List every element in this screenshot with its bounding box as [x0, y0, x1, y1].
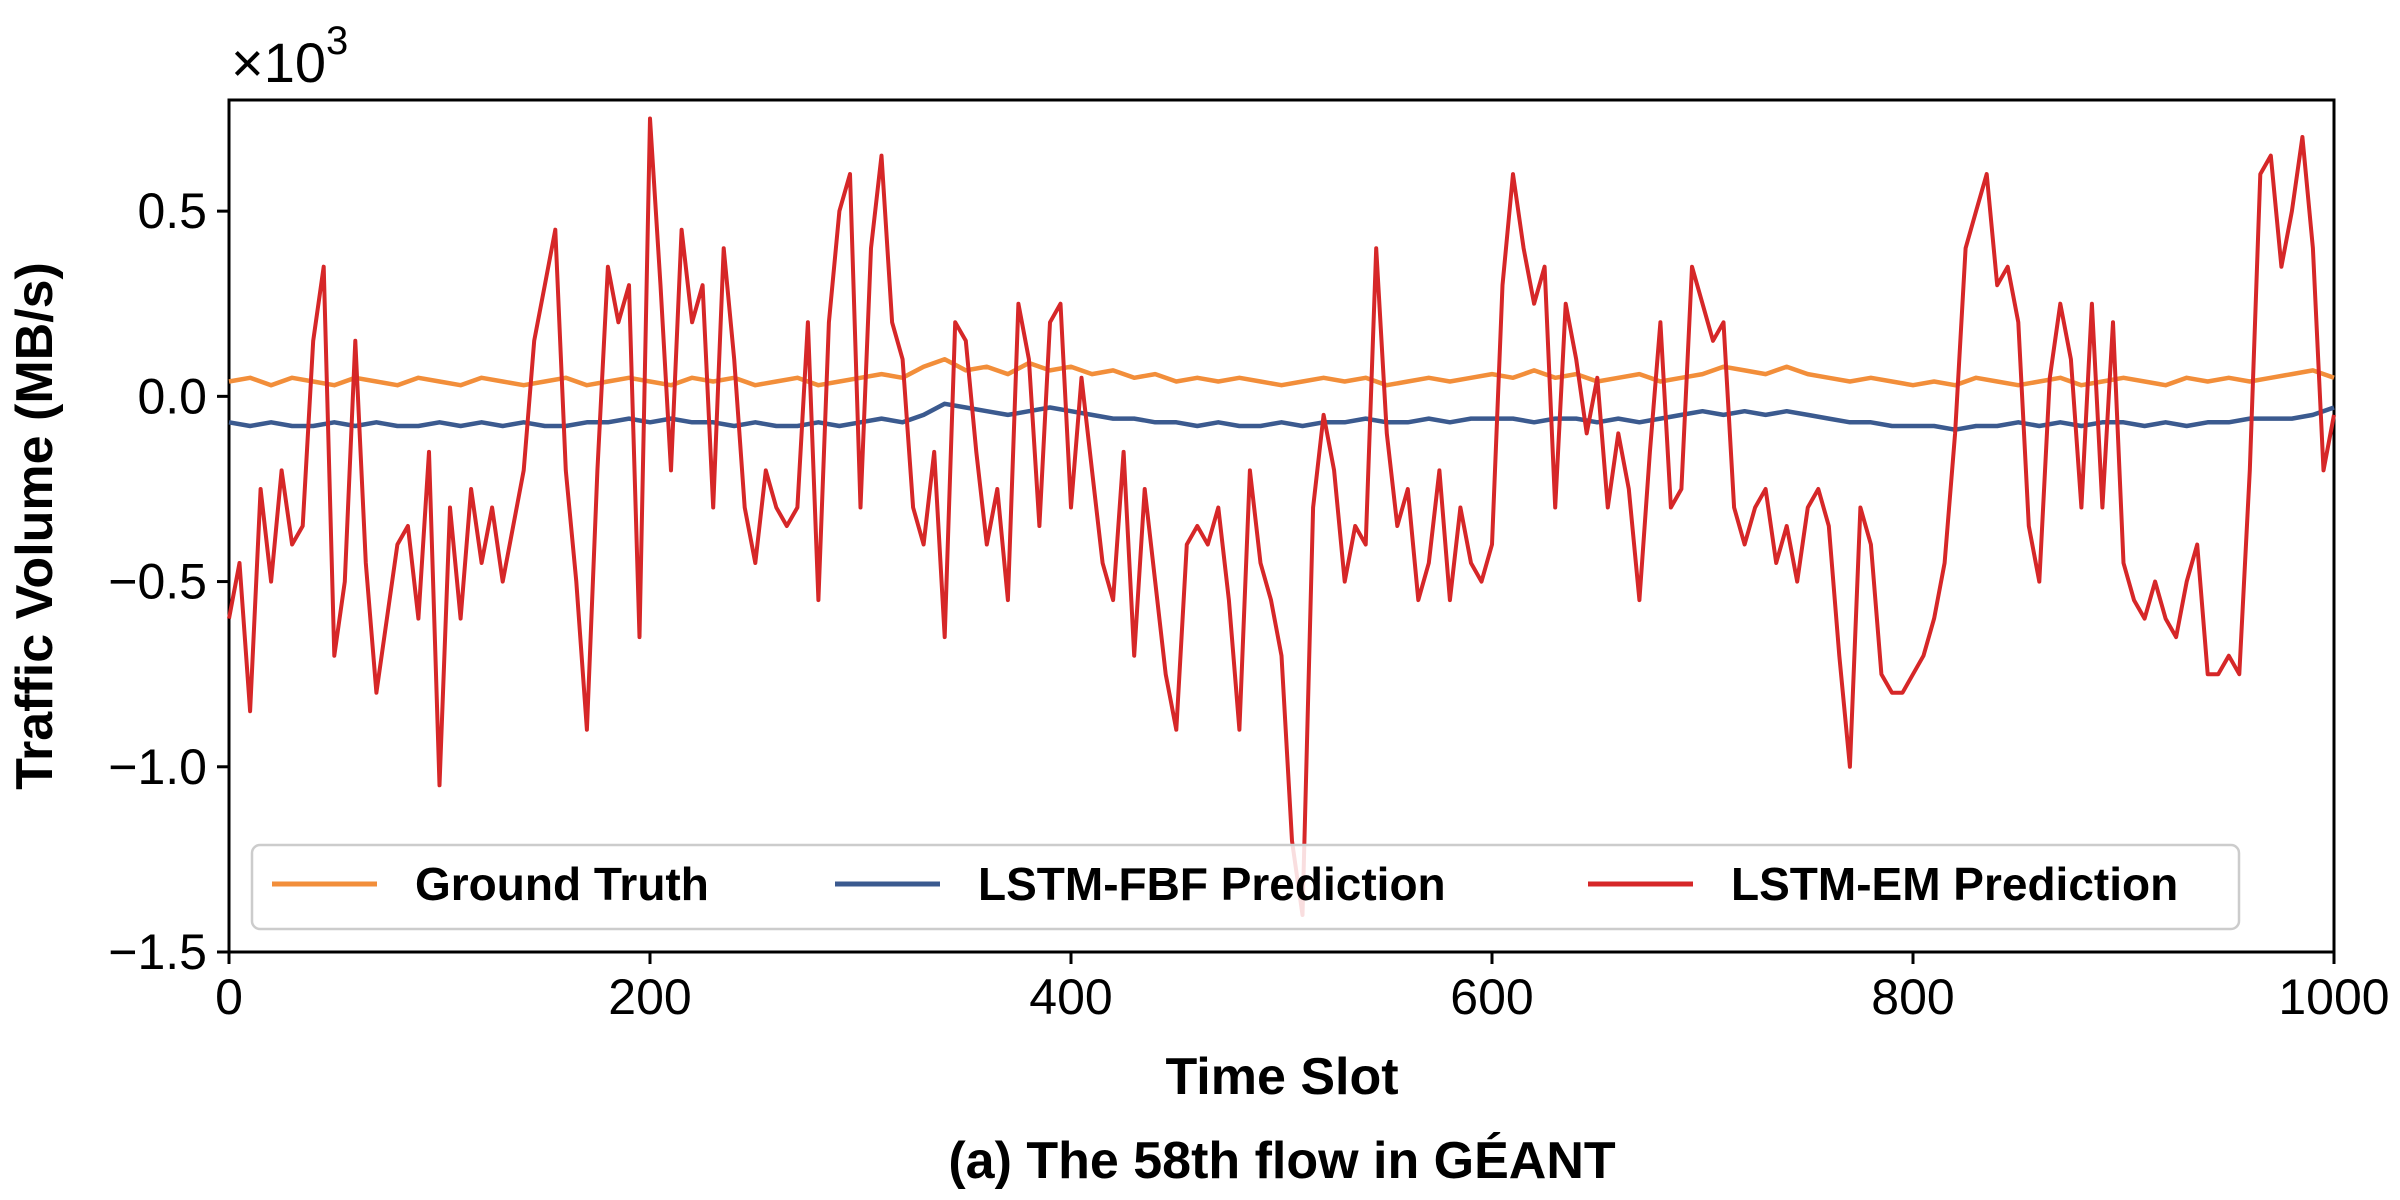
axis-ticks: 0 200 400 600 800 1000 0.5 0.0 −0.5 −1.0 −1.5	[108, 183, 2389, 1025]
legend-label-lstm-em: LSTM-EM Prediction	[1731, 858, 2178, 910]
y-tick-label: −1.5	[108, 924, 207, 980]
y-axis-title: Traffic Volume (MB/s)	[6, 262, 64, 790]
x-tick-label: 800	[1871, 969, 1954, 1025]
y-multiplier-base: ×10	[231, 31, 326, 94]
series-line-lstm-em-prediction	[227, 116, 2336, 917]
plot-frame	[227, 98, 2336, 954]
legend-label-lstm-fbf: LSTM-FBF Prediction	[978, 858, 1446, 910]
x-tick-label: 600	[1450, 969, 1533, 1025]
series-lines	[227, 116, 2336, 917]
figure-caption: (a) The 58th flow in GÉANT	[948, 1132, 1616, 1190]
y-tick-label: 0.5	[137, 183, 207, 239]
x-tick-label: 200	[608, 969, 691, 1025]
series-line-ground-truth	[228, 357, 2335, 388]
x-tick-label: 400	[1029, 969, 1112, 1025]
y-tick-label: −0.5	[108, 554, 207, 610]
y-multiplier-exponent: 3	[326, 19, 348, 63]
x-tick-label: 0	[215, 969, 243, 1025]
x-tick-label: 1000	[2278, 969, 2389, 1025]
y-tick-label: −1.0	[108, 739, 207, 795]
legend-box	[250, 843, 2241, 931]
y-tick-label: 0.0	[137, 368, 207, 424]
x-axis-title: Time Slot	[1165, 1048, 1398, 1106]
y-axis-multiplier: ×103	[231, 19, 348, 94]
legend-label-ground-truth: Ground Truth	[415, 858, 709, 910]
series-line-lstm-fbf-prediction	[228, 401, 2335, 432]
legend: Ground Truth LSTM-FBF Prediction LSTM-EM…	[250, 843, 2241, 931]
